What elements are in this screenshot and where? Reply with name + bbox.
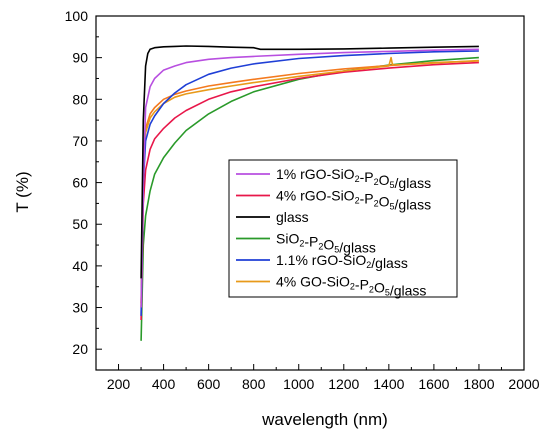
x-tick-label: 400: [152, 376, 176, 392]
y-tick-label: 70: [72, 133, 88, 149]
series-layer: [140, 45, 479, 341]
x-axis-ticks: 200 400 600 800 1000 1200 1400 1600 1800 2000: [95, 364, 540, 392]
legend-entry: 1.1% rGO-SiO2/glass: [276, 252, 408, 271]
legend-entry: 4% rGO-SiO2-P2O5/glass: [276, 188, 431, 213]
series-line-2: [140, 45, 479, 279]
y-tick-label: 30: [72, 300, 88, 316]
series-line-5: [140, 56, 479, 308]
y-tick-label: 80: [72, 91, 88, 107]
x-tick-label: 1800: [463, 376, 494, 392]
x-tick-label: 1400: [373, 376, 404, 392]
x-tick-label: 200: [107, 376, 131, 392]
y-axis-ticks: 20 30 40 50 60 70 80 90 100: [65, 8, 102, 371]
y-tick-label: 20: [72, 341, 88, 357]
x-axis-label: wavelength (nm): [261, 410, 388, 429]
x-tick-label: 1600: [418, 376, 449, 392]
plot-area: 200 400 600 800 1000 1200 1400 1600 1800 2000 20 3…: [65, 8, 540, 392]
legend-entry: 1% rGO-SiO2-P2O5/glass: [276, 166, 431, 191]
y-tick-label: 50: [72, 216, 88, 232]
legend-entry: 4% GO-SiO2-P2O5/glass: [276, 274, 426, 299]
plot-frame: [95, 15, 525, 371]
legend-entry: glass: [276, 209, 309, 225]
y-tick-label: 60: [72, 175, 88, 191]
legend-box: [228, 159, 458, 298]
x-tick-label: 600: [197, 376, 221, 392]
y-tick-label: 40: [72, 258, 88, 274]
series-line-6: [140, 60, 479, 304]
series-line-4: [140, 50, 479, 316]
y-axis-label: T (%): [13, 171, 32, 212]
series-line-0: [140, 48, 479, 308]
x-tick-label: 800: [242, 376, 266, 392]
x-tick-label: 1000: [283, 376, 314, 392]
y-tick-label: 100: [65, 8, 89, 24]
series-line-1: [140, 61, 479, 321]
x-tick-label: 2000: [508, 376, 539, 392]
x-tick-label: 1200: [328, 376, 359, 392]
legend-entry: SiO2-P2O5/glass: [276, 231, 376, 256]
y-tick-label: 90: [72, 50, 88, 66]
